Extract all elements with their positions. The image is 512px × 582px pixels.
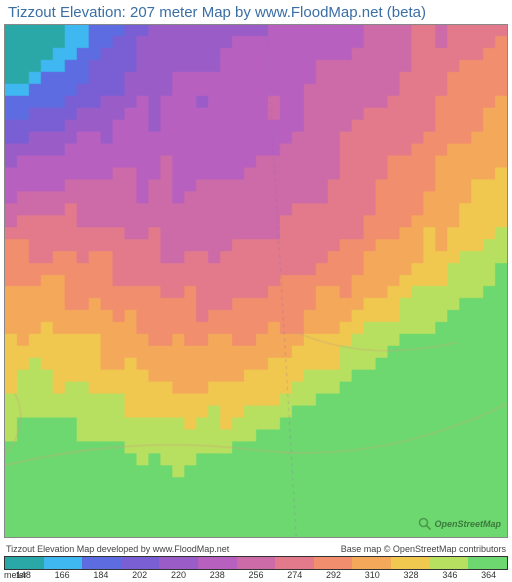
- legend-tick: 166: [55, 570, 70, 580]
- legend-tick: 292: [326, 570, 341, 580]
- legend-cell: [5, 557, 44, 569]
- legend-tick: 256: [248, 570, 263, 580]
- elevation-legend: meter 1481661842022202382562742923103283…: [4, 556, 508, 582]
- legend-cell: [430, 557, 469, 569]
- legend-color-bar: [4, 556, 508, 570]
- legend-cell: [391, 557, 430, 569]
- legend-cell: [468, 557, 507, 569]
- legend-cell: [82, 557, 121, 569]
- elevation-map: OpenStreetMap: [4, 24, 508, 538]
- legend-tick: 220: [171, 570, 186, 580]
- legend-tick: 346: [442, 570, 457, 580]
- magnify-icon: [418, 517, 432, 531]
- legend-labels: meter 1481661842022202382562742923103283…: [4, 570, 508, 582]
- legend-cell: [275, 557, 314, 569]
- legend-cell: [314, 557, 353, 569]
- legend-tick: 310: [365, 570, 380, 580]
- legend-cell: [237, 557, 276, 569]
- legend-cell: [352, 557, 391, 569]
- osm-attribution: OpenStreetMap: [418, 517, 501, 531]
- legend-tick: 184: [93, 570, 108, 580]
- legend-cell: [198, 557, 237, 569]
- legend-cell: [159, 557, 198, 569]
- legend-tick: 202: [132, 570, 147, 580]
- legend-tick: 364: [481, 570, 496, 580]
- legend-tick: 274: [287, 570, 302, 580]
- map-canvas: [5, 25, 507, 537]
- footer-credit-left: Tizzout Elevation Map developed by www.F…: [6, 544, 229, 554]
- legend-cell: [121, 557, 160, 569]
- legend-cell: [44, 557, 83, 569]
- footer-credit-right: Base map © OpenStreetMap contributors: [341, 544, 506, 554]
- legend-tick: 148: [16, 570, 31, 580]
- page-title: Tizzout Elevation: 207 meter Map by www.…: [8, 4, 426, 21]
- legend-tick: 328: [404, 570, 419, 580]
- legend-tick: 238: [210, 570, 225, 580]
- osm-label: OpenStreetMap: [434, 519, 501, 529]
